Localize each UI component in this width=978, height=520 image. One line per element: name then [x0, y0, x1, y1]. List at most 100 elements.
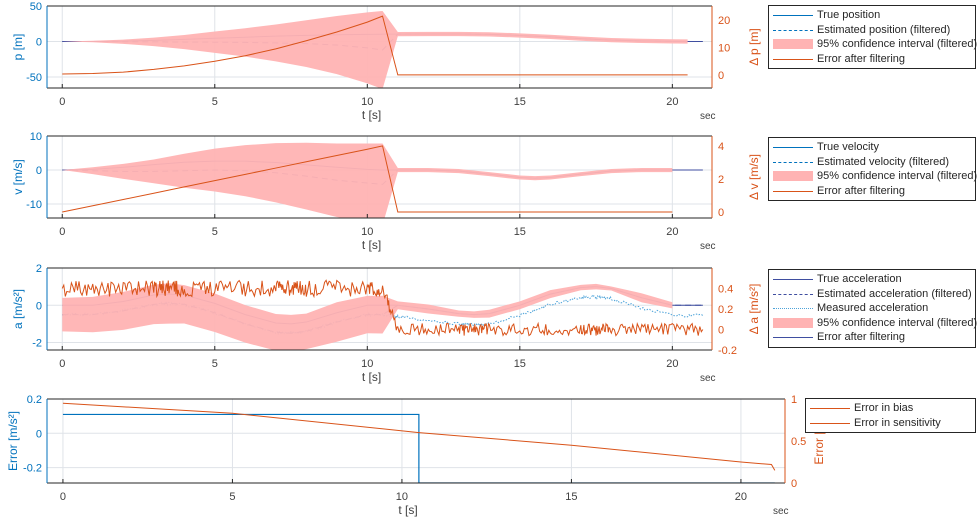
x-axis-label: t [s]	[362, 238, 381, 252]
legend-label: Error in bias	[854, 402, 914, 415]
legend-swatch-estimate	[773, 289, 813, 299]
y-right-tick-label: 2	[718, 174, 724, 186]
y-tick-label: -2	[32, 338, 42, 350]
legend-label: 95% confidence interval (filtered)	[817, 38, 978, 51]
y-right-tick-label: 0	[718, 325, 724, 337]
confidence-interval-band	[62, 283, 673, 350]
series-error	[62, 145, 673, 213]
legend-position: True position Estimated position (filter…	[768, 5, 978, 69]
subplot-1: 0 5 10 15 20 -50 0 50 0 10 20 t [s] sec p [m] Δ p [m]	[11, 1, 761, 122]
legend-swatch-sensitivity	[810, 418, 850, 428]
y-tick-label: 0	[36, 165, 42, 177]
x-tick-label: 10	[361, 226, 373, 238]
x-tick-label: 5	[229, 491, 235, 503]
legend-label: Measured acceleration	[817, 302, 929, 315]
y-tick-label: 0	[36, 300, 42, 312]
plot-area	[62, 10, 703, 88]
x-tick-label: 5	[212, 226, 218, 238]
y-tick-label: 10	[30, 131, 42, 143]
legend-swatch-error	[773, 54, 813, 64]
legend-swatch-estimate	[773, 25, 813, 35]
y-right-tick-label: 0	[791, 478, 797, 490]
y-axis-label: v [m/s]	[11, 159, 25, 194]
x-tick-label: 10	[361, 96, 373, 108]
x-tick-label: 5	[212, 96, 218, 108]
x-tick-label: 15	[514, 226, 526, 238]
y-tick-label: -50	[26, 72, 42, 84]
legend-label: Error in sensitivity	[854, 416, 941, 429]
legend-swatch-ci	[773, 39, 813, 50]
y-axis-label: p [m]	[11, 34, 25, 61]
legend-swatch-bias	[810, 403, 850, 413]
legend-swatch-ci	[773, 171, 813, 182]
legend-swatch-true	[773, 142, 813, 152]
legend-label: Estimated acceleration (filtered)	[817, 287, 972, 300]
legend-swatch-true	[773, 274, 813, 284]
legend-swatch-error	[773, 332, 813, 342]
legend-label: True position	[817, 9, 881, 22]
x-axis-unit: sec	[773, 506, 789, 517]
x-tick-label: 0	[59, 226, 65, 238]
y-tick-label: 2	[36, 263, 42, 275]
plot-area	[62, 402, 776, 483]
x-tick-label: 10	[396, 491, 408, 503]
x-axis-unit: sec	[700, 241, 716, 252]
y-right-tick-label: 20	[718, 15, 730, 27]
legend-label: Error after filtering	[817, 184, 906, 197]
legend-velocity: True velocity Estimated velocity (filter…	[768, 137, 978, 201]
y-right-tick-label: 4	[718, 141, 724, 153]
y-right-tick-label: 1	[791, 394, 797, 406]
x-tick-label: 0	[59, 96, 65, 108]
y-right-tick-label: -0.2	[718, 345, 737, 357]
y-right-tick-label: 0	[718, 207, 724, 219]
x-axis-unit: sec	[700, 373, 716, 384]
legend-swatch-measured	[773, 303, 813, 313]
x-tick-label: 10	[361, 358, 373, 370]
x-tick-label: 15	[565, 491, 577, 503]
y-right-tick-label: 0.2	[718, 304, 733, 316]
x-axis-label: t [s]	[362, 108, 381, 122]
x-tick-label: 15	[514, 358, 526, 370]
x-tick-label: 0	[59, 358, 65, 370]
series-error	[61, 279, 704, 337]
legend-label: Error after filtering	[817, 52, 906, 65]
x-axis-label: t [s]	[362, 370, 381, 384]
plot-area	[61, 279, 704, 350]
legend-label: Error after filtering	[817, 331, 906, 344]
confidence-interval-band	[62, 142, 673, 218]
x-tick-label: 20	[666, 358, 678, 370]
y-right-tick-label: 0	[718, 70, 724, 82]
y-right-axis-label: Δ a [m/s²]	[747, 284, 761, 335]
legend-label: Estimated velocity (filtered)	[817, 155, 950, 168]
y-right-axis-label: Δ v [m/s]	[747, 154, 761, 200]
legend-errors: Error in bias Error in sensitivity	[805, 398, 976, 433]
x-tick-label: 20	[666, 96, 678, 108]
legend-swatch-ci	[773, 317, 813, 328]
x-tick-label: 15	[514, 96, 526, 108]
y-right-tick-label: 0.4	[718, 284, 733, 296]
subplot-3: 0 5 10 15 20 -2 0 2 -0.2 0 0.2 0.4 t [s] sec a [m/s²] Δ…	[11, 263, 761, 384]
legend-label: True velocity	[817, 141, 879, 154]
x-axis-label: t [s]	[398, 503, 417, 517]
y-right-axis-label: Δ p [m]	[747, 28, 761, 65]
legend-label: 95% confidence interval (filtered)	[817, 170, 978, 183]
x-tick-label: 5	[212, 358, 218, 370]
y-right-tick-label: 0.5	[791, 436, 806, 448]
y-tick-label: 50	[30, 1, 42, 13]
series-error	[62, 402, 776, 471]
y-axis-label: Error [m/s²]	[6, 411, 20, 471]
legend-swatch-true	[773, 10, 813, 20]
x-tick-label: 0	[60, 491, 66, 503]
legend-swatch-error	[773, 186, 813, 196]
legend-label: Estimated position (filtered)	[817, 23, 951, 36]
legend-label: True acceleration	[817, 273, 902, 286]
y-tick-label: -10	[26, 199, 42, 211]
x-tick-label: 20	[666, 226, 678, 238]
legend-swatch-estimate	[773, 157, 813, 167]
confidence-interval-band	[62, 10, 688, 88]
series-error	[62, 15, 688, 76]
y-tick-label: 0	[36, 428, 42, 440]
x-tick-label: 20	[735, 491, 747, 503]
y-right-tick-label: 10	[718, 43, 730, 55]
